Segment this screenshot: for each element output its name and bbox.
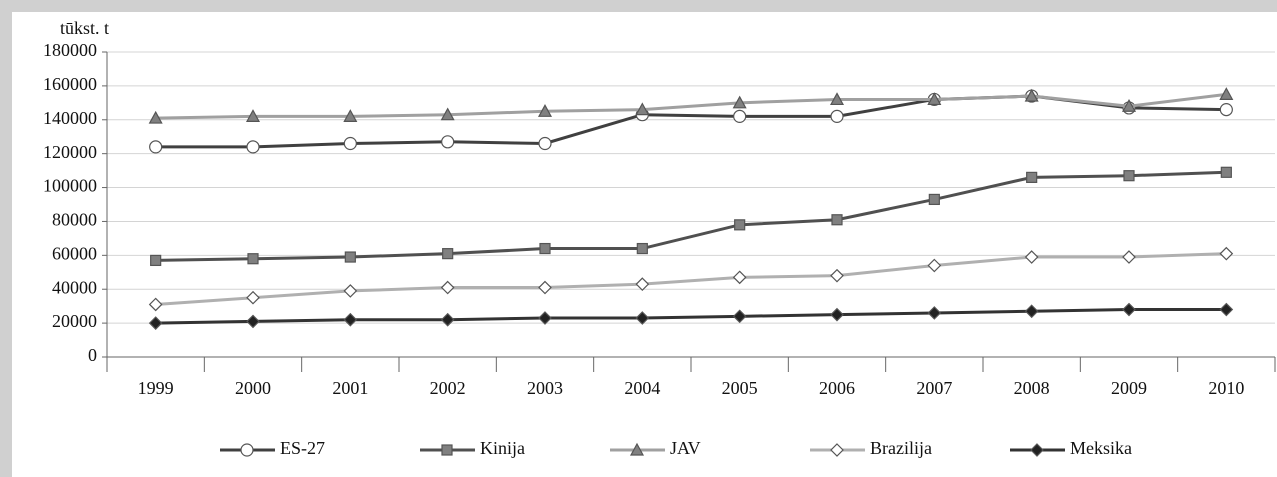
marker (1219, 103, 1233, 117)
marker (441, 135, 455, 149)
series-line (155, 92, 1227, 120)
y-tick-label: 0 (88, 345, 97, 365)
legend-label: ES-27 (280, 438, 325, 458)
marker (1024, 304, 1039, 319)
marker (1026, 171, 1038, 183)
legend-label: Brazilija (870, 438, 932, 458)
y-tick-label: 160000 (43, 74, 97, 94)
x-tick-label: 2008 (1014, 378, 1050, 398)
marker (1030, 443, 1044, 457)
marker (247, 253, 259, 265)
y-tick-label: 60000 (52, 243, 97, 263)
marker (1219, 302, 1234, 317)
marker (635, 311, 650, 325)
marker (829, 92, 845, 106)
marker (635, 277, 650, 291)
marker (240, 443, 254, 457)
x-tick-label: 1999 (138, 378, 174, 398)
marker (343, 312, 358, 327)
marker (1024, 88, 1039, 102)
marker (831, 214, 843, 226)
marker (830, 109, 844, 123)
marker (1220, 166, 1232, 178)
marker (442, 248, 454, 260)
marker (245, 109, 261, 122)
marker (927, 92, 942, 106)
marker (537, 104, 553, 117)
y-tick-label: 20000 (52, 311, 97, 331)
marker (732, 270, 747, 285)
marker (148, 110, 163, 124)
marker (150, 254, 162, 267)
marker (343, 284, 358, 298)
marker (830, 307, 844, 322)
series-line (155, 170, 1227, 262)
marker (927, 306, 942, 320)
marker (538, 311, 552, 325)
y-tick-label: 120000 (43, 142, 97, 162)
marker (1219, 87, 1234, 100)
series-line (155, 308, 1227, 325)
legend-label: Kinija (480, 438, 525, 458)
x-tick-label: 2005 (722, 378, 758, 398)
x-tick-label: 2006 (819, 378, 855, 398)
marker (148, 297, 163, 312)
marker (343, 109, 358, 122)
legend-label: Meksika (1070, 438, 1132, 458)
marker (343, 136, 357, 151)
marker (148, 316, 163, 330)
marker (830, 443, 844, 457)
series-line (155, 252, 1227, 306)
marker (246, 140, 260, 154)
marker (1024, 250, 1039, 264)
x-tick-label: 2007 (916, 378, 952, 398)
marker (440, 107, 455, 121)
marker (635, 102, 650, 116)
x-tick-label: 2001 (332, 378, 368, 398)
marker (629, 442, 645, 456)
x-tick-label: 2004 (624, 378, 660, 398)
y-tick-label: 180000 (43, 40, 97, 60)
marker (732, 95, 747, 109)
legend-label: JAV (670, 438, 701, 458)
marker (1122, 302, 1136, 317)
marker (539, 242, 551, 255)
marker (830, 268, 844, 283)
marker (344, 251, 356, 263)
marker (928, 193, 940, 206)
marker (734, 219, 746, 231)
marker (636, 242, 648, 255)
y-axis-label: tūkst. t (60, 18, 109, 38)
marker (733, 109, 747, 123)
y-tick-label: 100000 (43, 176, 97, 196)
marker (538, 136, 552, 151)
marker (441, 444, 453, 456)
y-tick-label: 40000 (52, 277, 97, 297)
x-tick-label: 2009 (1111, 378, 1147, 398)
marker (246, 314, 260, 329)
marker (246, 290, 260, 305)
marker (1219, 246, 1234, 261)
marker (149, 140, 163, 154)
marker (732, 309, 747, 324)
x-tick-label: 2000 (235, 378, 271, 398)
y-tick-label: 80000 (52, 210, 97, 230)
marker (1121, 98, 1137, 112)
marker (440, 312, 455, 327)
marker (440, 280, 455, 295)
marker (927, 258, 942, 273)
marker (538, 280, 552, 295)
x-tick-label: 2003 (527, 378, 563, 398)
x-tick-label: 2010 (1208, 378, 1244, 398)
x-tick-label: 2002 (430, 378, 466, 398)
marker (1123, 170, 1135, 182)
marker (1122, 250, 1136, 264)
y-tick-label: 140000 (43, 108, 97, 128)
